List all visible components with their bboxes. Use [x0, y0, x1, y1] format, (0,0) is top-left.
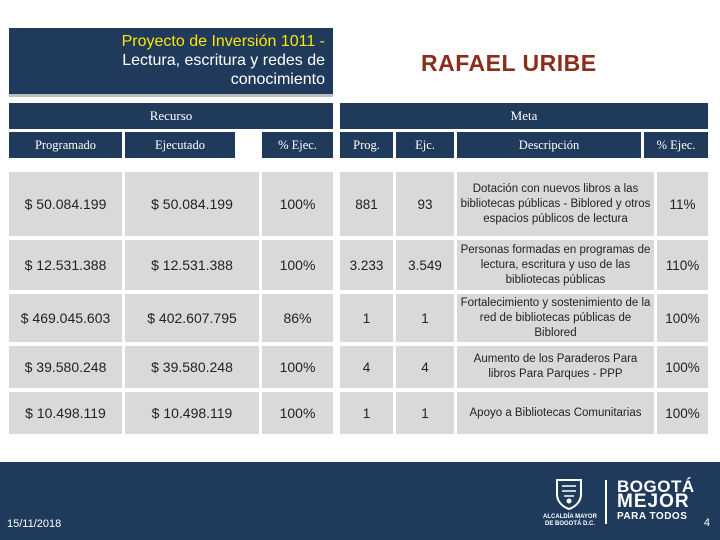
cell-pct-recurso: 100% [262, 240, 333, 290]
column-header-ejecutado: Ejecutado [125, 132, 235, 158]
cell-descripcion: Fortalecimiento y sostenimiento de la re… [457, 294, 654, 342]
cell-programado: $ 10.498.119 [9, 392, 122, 434]
cell-ejecutado: $ 12.531.388 [125, 240, 259, 290]
project-title-line1: Proyecto de Inversión 1011 - [121, 33, 325, 50]
cell-prog: 1 [340, 392, 393, 434]
cell-ejecutado: $ 50.084.199 [125, 172, 259, 236]
cell-ejc: 1 [396, 392, 454, 434]
logo-line3: PARA TODOS [617, 511, 688, 522]
cell-programado: $ 469.045.603 [9, 294, 122, 342]
cell-pct-recurso: 86% [262, 294, 333, 342]
logo-line1: BOGOTÁ [617, 477, 695, 496]
column-header-pct-ejec-recurso: % Ejec. [262, 132, 333, 158]
cell-pct-meta: 100% [657, 346, 708, 388]
cell-pct-recurso: 100% [262, 392, 333, 434]
cell-prog: 3.233 [340, 240, 393, 290]
project-title: Proyecto de Inversión 1011 - Lectura, es… [25, 32, 325, 89]
cell-descripcion: Apoyo a Bibliotecas Comunitarias [457, 392, 654, 434]
column-header-ejc: Ejc. [396, 132, 454, 158]
cell-ejc: 3.549 [396, 240, 454, 290]
section-header-meta: Meta [340, 103, 708, 129]
bogota-shield-icon [556, 479, 582, 510]
logo-divider [605, 480, 607, 524]
cell-prog: 1 [340, 294, 393, 342]
cell-prog: 4 [340, 346, 393, 388]
bogota-mejor-logo: BOGOTÁ MEJOR PARA TODOS [617, 477, 695, 524]
cell-pct-recurso: 100% [262, 346, 333, 388]
cell-pct-meta: 100% [657, 294, 708, 342]
cell-ejecutado: $ 402.607.795 [125, 294, 259, 342]
cell-programado: $ 50.084.199 [9, 172, 122, 236]
cell-ejecutado: $ 10.498.119 [125, 392, 259, 434]
cell-descripcion: Personas formadas en programas de lectur… [457, 240, 654, 290]
cell-ejecutado: $ 39.580.248 [125, 346, 259, 388]
column-header-programado: Programado [9, 132, 122, 158]
column-header-pct-ejec-meta: % Ejec. [644, 132, 708, 158]
entity-name: RAFAEL URIBE [421, 50, 597, 76]
section-header-recurso: Recurso [9, 103, 333, 129]
column-header-prog: Prog. [340, 132, 393, 158]
cell-descripcion: Dotación con nuevos libros a las bibliot… [457, 172, 654, 236]
cell-pct-recurso: 100% [262, 172, 333, 236]
cell-ejc: 93 [396, 172, 454, 236]
cell-ejc: 4 [396, 346, 454, 388]
cell-pct-meta: 11% [657, 172, 708, 236]
project-title-line2: Lectura, escritura y redes de [122, 52, 325, 69]
logo-line2: MEJOR [617, 491, 690, 512]
cell-descripcion: Aumento de los Paraderos Para libros Par… [457, 346, 654, 388]
cell-pct-meta: 110% [657, 240, 708, 290]
alcaldia-label: ALCALDÍA MAYOR DE BOGOTÁ D.C. [543, 514, 597, 527]
project-title-box: Proyecto de Inversión 1011 - Lectura, es… [9, 28, 333, 97]
cell-programado: $ 39.580.248 [9, 346, 122, 388]
page-number: 4 [703, 517, 710, 529]
project-title-line3: conocimiento [230, 71, 325, 88]
footer-bar: 15/11/2018 ALCALDÍA MAYOR DE BOGOTÁ D.C.… [0, 462, 720, 540]
cell-pct-meta: 100% [657, 392, 708, 434]
cell-programado: $ 12.531.388 [9, 240, 122, 290]
column-header-descripcion: Descripción [457, 132, 641, 158]
cell-ejc: 1 [396, 294, 454, 342]
footer-date: 15/11/2018 [7, 518, 62, 530]
cell-prog: 881 [340, 172, 393, 236]
